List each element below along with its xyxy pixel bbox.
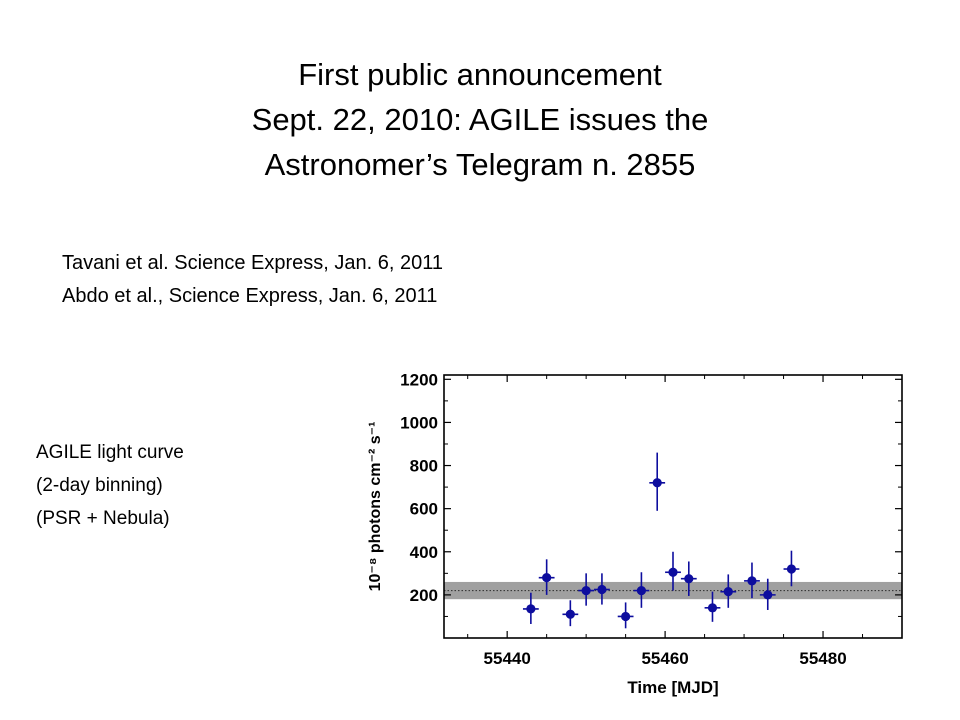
y-tick-label: 1200 <box>400 370 438 389</box>
slide-title-line: Sept. 22, 2010: AGILE issues the <box>251 102 709 137</box>
y-axis-label: 10⁻⁸ photons cm⁻² s⁻¹ <box>367 422 384 592</box>
data-point <box>723 587 733 597</box>
data-point <box>542 573 552 583</box>
y-tick-label: 800 <box>410 457 438 476</box>
reference-line: Tavani et al. Science Express, Jan. 6, 2… <box>62 252 443 274</box>
references: Tavani et al. Science Express, Jan. 6, 2… <box>62 247 443 313</box>
light-curve-chart: 200 400 600 800 1000 1200 55440 55460 55480 Time … <box>367 370 903 697</box>
slide-title: First public announcement Sept. 22, 2010… <box>80 52 880 187</box>
slide-title-line: Astronomer’s Telegram n. 2855 <box>264 147 696 182</box>
data-point <box>763 590 773 600</box>
data-point <box>668 567 678 577</box>
slide-title-line: First public announcement <box>298 57 662 92</box>
y-tick-label: 200 <box>410 586 438 605</box>
x-tick-label: 55440 <box>484 649 531 668</box>
y-tick-label: 400 <box>410 543 438 562</box>
x-tick-label: 55460 <box>641 649 688 668</box>
plot-frame <box>443 374 903 639</box>
reference-line: Abdo et al., Science Express, Jan. 6, 20… <box>62 285 438 307</box>
light-curve-caption: AGILE light curve (2-day binning) (PSR +… <box>36 436 184 535</box>
caption-line: AGILE light curve <box>36 442 184 463</box>
data-point <box>747 576 757 586</box>
data-point <box>565 609 575 619</box>
data-point <box>707 603 718 613</box>
data-point <box>581 585 591 596</box>
data-point <box>684 574 694 584</box>
data-point <box>636 585 647 596</box>
data-point <box>652 478 662 488</box>
y-tick-label: 1000 <box>400 413 438 432</box>
caption-line: (PSR + Nebula) <box>36 508 170 529</box>
data-point <box>526 604 536 614</box>
data-point <box>786 564 797 574</box>
x-tick-label: 55480 <box>799 649 846 668</box>
y-tick-label: 600 <box>410 500 438 519</box>
data-point <box>597 584 607 595</box>
x-axis-label: Time [MJD] <box>627 678 718 697</box>
data-point <box>621 611 631 622</box>
caption-line: (2-day binning) <box>36 475 163 496</box>
